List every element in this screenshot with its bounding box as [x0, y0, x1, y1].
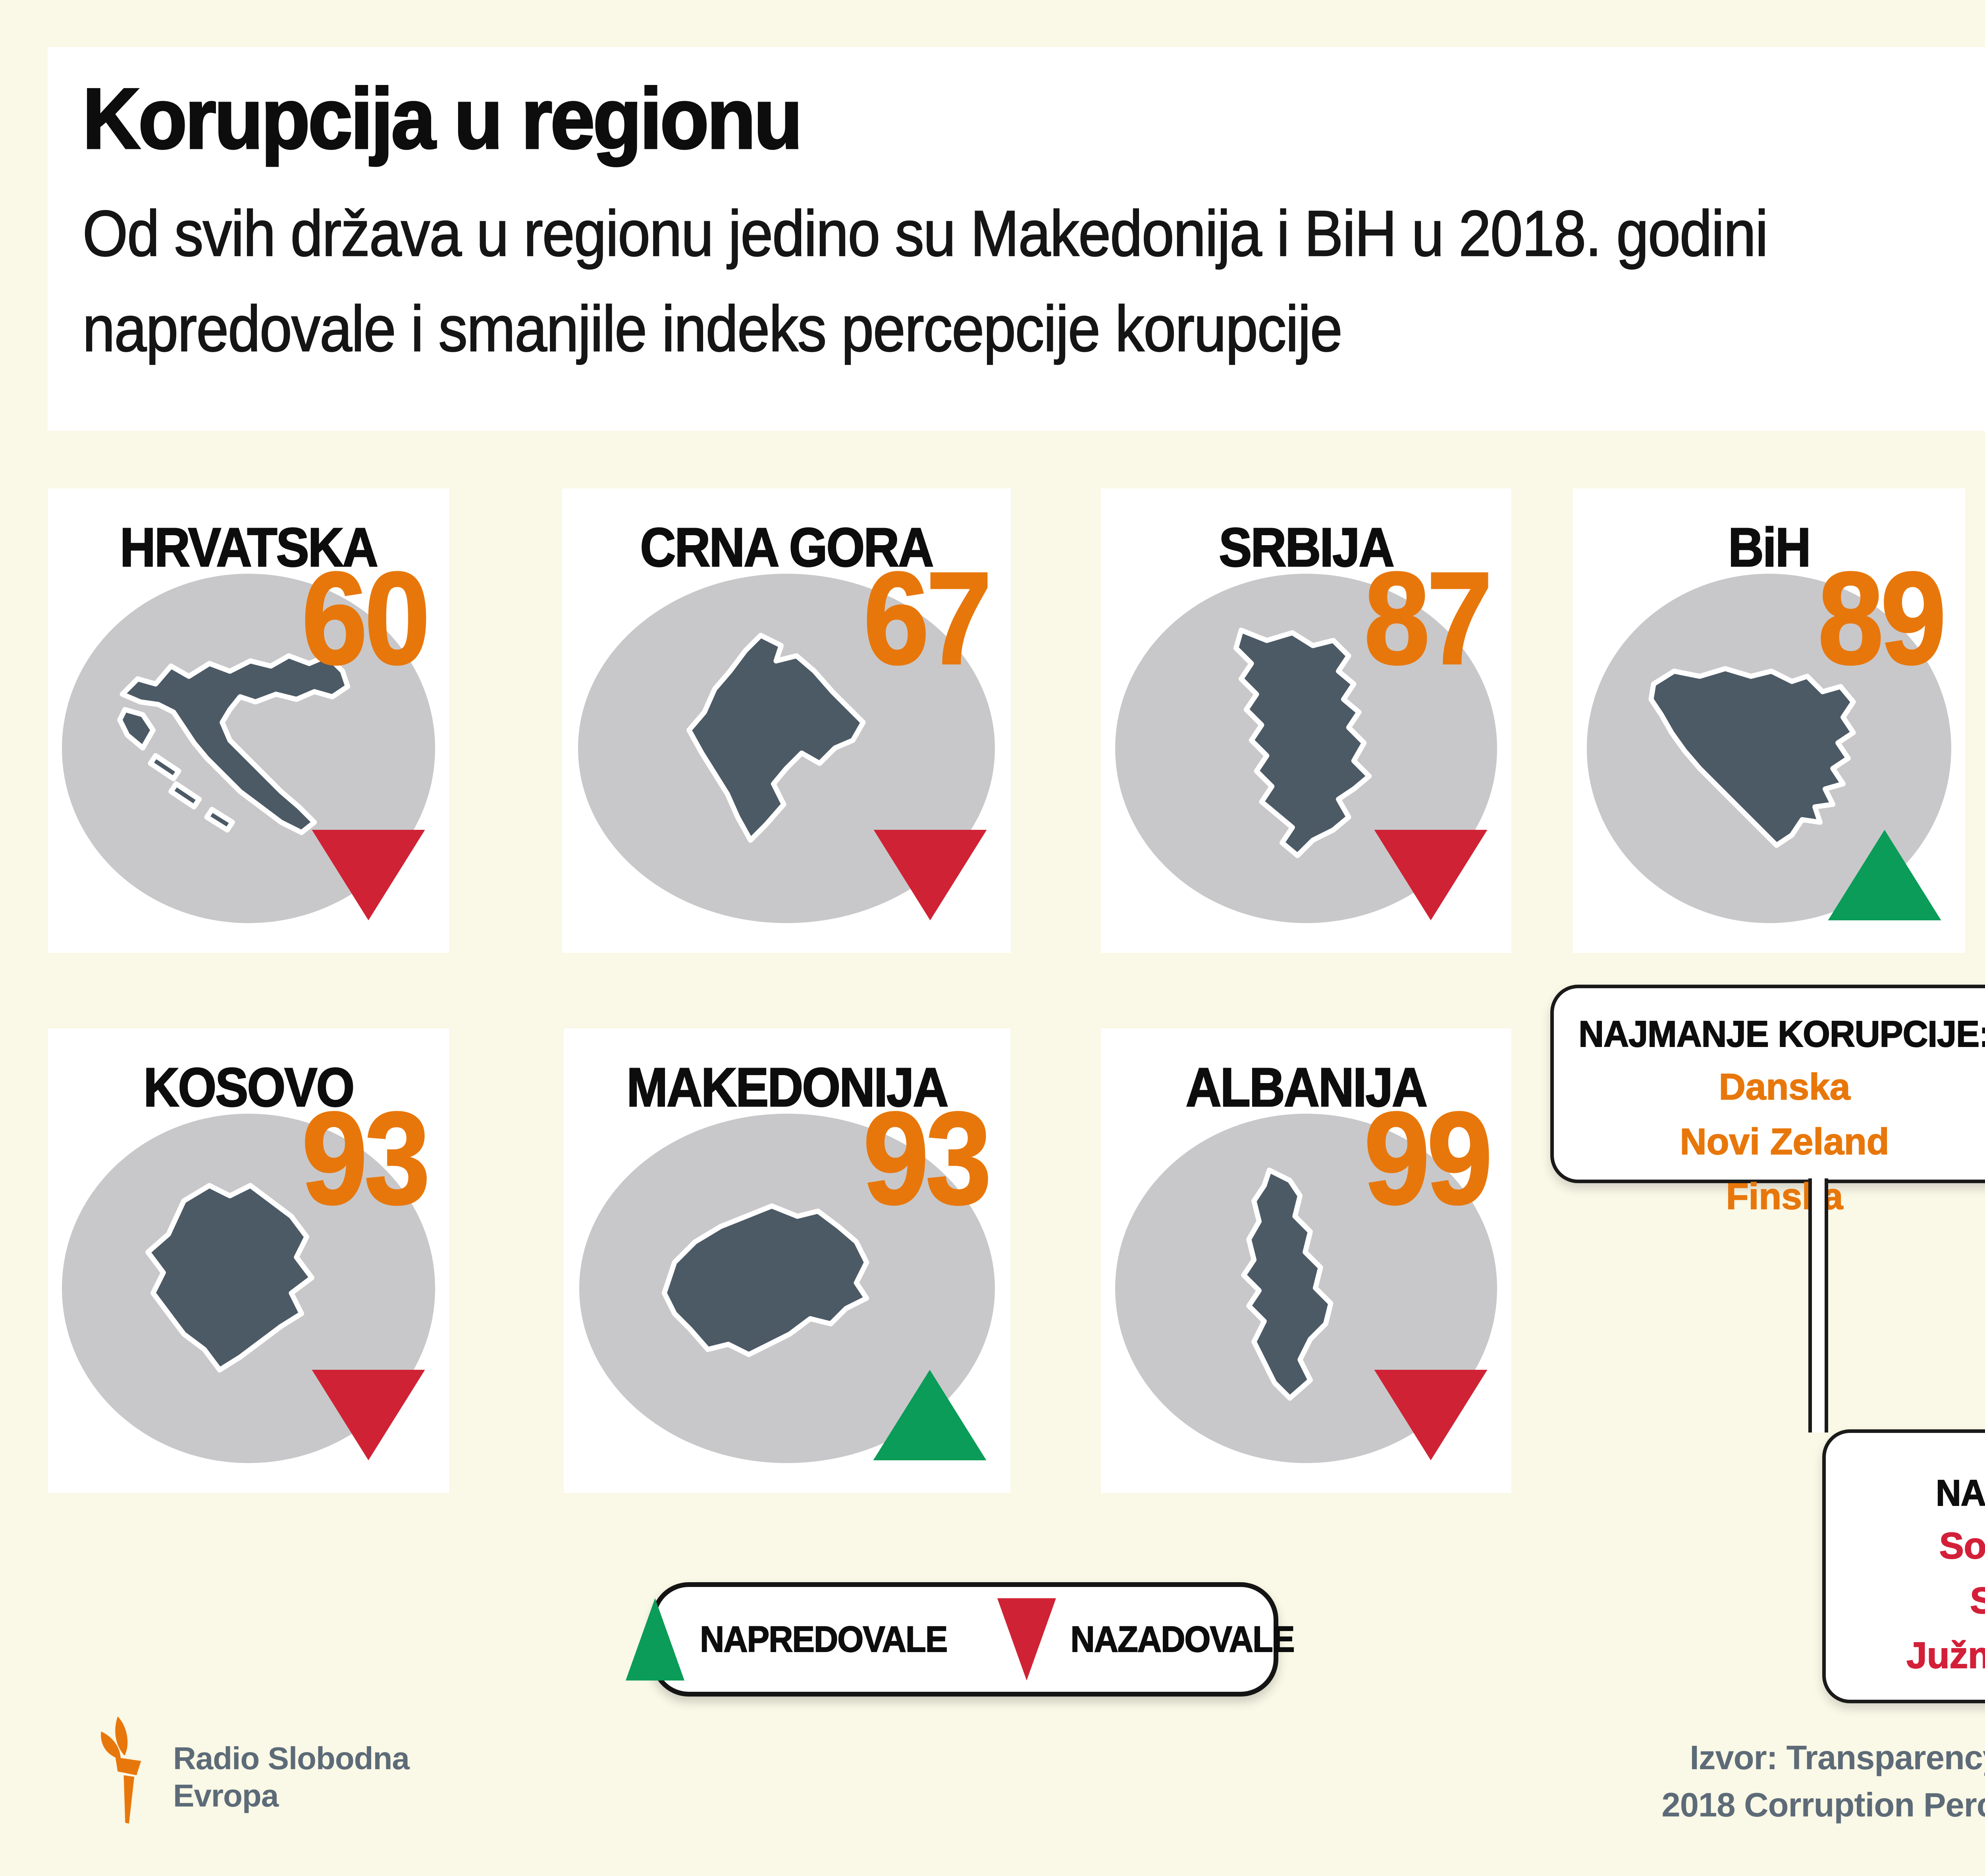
- macedonia-map-icon: [661, 1203, 869, 1357]
- country-card-albanija: ALBANIJA 99: [1101, 1028, 1511, 1493]
- kosovo-map-icon: [145, 1183, 314, 1373]
- serbia-map-icon: [1233, 627, 1372, 858]
- bosnia-herzegovina-map-icon: [1648, 666, 1856, 848]
- country-card-makedonija: MAKEDONIJA 93: [564, 1028, 1010, 1493]
- cpi-rank-value: 93: [862, 1085, 992, 1231]
- country-name: ALBANIJA: [1185, 1057, 1428, 1118]
- subtitle-line-2: napredovale i smanjile indeks percepcije…: [82, 291, 1343, 365]
- least-corruption-title: NAJMANJE KORUPCIJE:: [1578, 1013, 1985, 1055]
- country-name: SRBIJA: [1218, 517, 1395, 578]
- legend-down-label: NAZADOVALE: [1070, 1619, 1295, 1660]
- progress-up-icon: [1828, 830, 1941, 920]
- most-corruption-title: NAJVIŠE:: [1935, 1472, 1985, 1514]
- source-credit: Izvor: Transparency International 2018 C…: [1661, 1734, 1985, 1829]
- country-name: CRNA GORA: [640, 517, 934, 578]
- decline-down-icon: [312, 1370, 425, 1460]
- decline-down-icon: [312, 830, 425, 920]
- decline-down-icon: [1374, 1370, 1488, 1460]
- cpi-rank-value: 99: [1363, 1085, 1494, 1231]
- most-country: Somalija: [1939, 1525, 1985, 1567]
- least-country: Danska: [1719, 1066, 1851, 1108]
- country-card-crna-gora: CRNA GORA 67: [562, 488, 1011, 953]
- least-country: Finska: [1726, 1175, 1844, 1217]
- cpi-rank-value: 87: [1363, 545, 1494, 691]
- montenegro-map-icon: [686, 632, 866, 843]
- decline-down-icon: [873, 830, 987, 920]
- logo-line-1: Radio Slobodna: [173, 1741, 410, 1776]
- country-card-bih: BiH 89: [1573, 488, 1965, 953]
- country-card-hrvatska: HRVATSKA 60: [48, 488, 449, 953]
- page-title: Korupcija u regionu: [82, 70, 804, 166]
- page-subtitle: Od svih država u regionu jedino su Maked…: [82, 186, 1856, 376]
- decline-down-icon: [1374, 830, 1488, 920]
- most-country: Sirija: [1970, 1579, 1985, 1621]
- most-country: Južni Sudan: [1906, 1634, 1985, 1676]
- cpi-rank-value: 93: [301, 1085, 431, 1231]
- progress-up-icon: [873, 1370, 987, 1460]
- country-name: HRVATSKA: [119, 517, 379, 578]
- title-panel: Korupcija u regionu Od svih država u reg…: [48, 47, 1985, 431]
- callout-connector: [1808, 1178, 1828, 1433]
- legend: NAPREDOVALE NAZADOVALE: [625, 1582, 1295, 1697]
- source-line-1: Izvor: Transparency International: [1690, 1739, 1985, 1777]
- cpi-rank-value: 89: [1817, 545, 1947, 691]
- legend-down-icon: [997, 1598, 1056, 1681]
- logo-wordmark: Radio Slobodna Evropa: [173, 1740, 410, 1815]
- country-card-kosovo: KOSOVO 93: [48, 1028, 449, 1493]
- country-name: MAKEDONIJA: [626, 1057, 949, 1118]
- country-name: BiH: [1728, 517, 1812, 578]
- subtitle-line-1: Od svih država u regionu jedino su Maked…: [82, 197, 1769, 270]
- torch-icon: [101, 1716, 141, 1824]
- source-line-2: 2018 Corruption Perceptions Index: [1661, 1786, 1985, 1824]
- country-card-srbija: SRBIJA 87: [1101, 488, 1511, 953]
- albania-map-icon: [1241, 1167, 1334, 1401]
- legend-up-icon: [625, 1598, 684, 1681]
- croatia-map-icon: [117, 653, 351, 835]
- radio-slobodna-evropa-logo: Radio Slobodna Evropa: [91, 1710, 410, 1830]
- cpi-rank-value: 67: [863, 545, 993, 691]
- least-country: Novi Zeland: [1679, 1120, 1889, 1163]
- legend-up-label: NAPREDOVALE: [700, 1619, 948, 1660]
- cpi-rank-value: 60: [301, 545, 431, 691]
- country-name: KOSOVO: [143, 1057, 355, 1118]
- most-corruption-callout: NAJVIŠE: Somalija Sirija Južni Sudan: [1822, 1429, 1985, 1703]
- logo-line-2: Evropa: [173, 1778, 279, 1814]
- least-corruption-callout: NAJMANJE KORUPCIJE: Danska Novi Zeland F…: [1550, 985, 1985, 1217]
